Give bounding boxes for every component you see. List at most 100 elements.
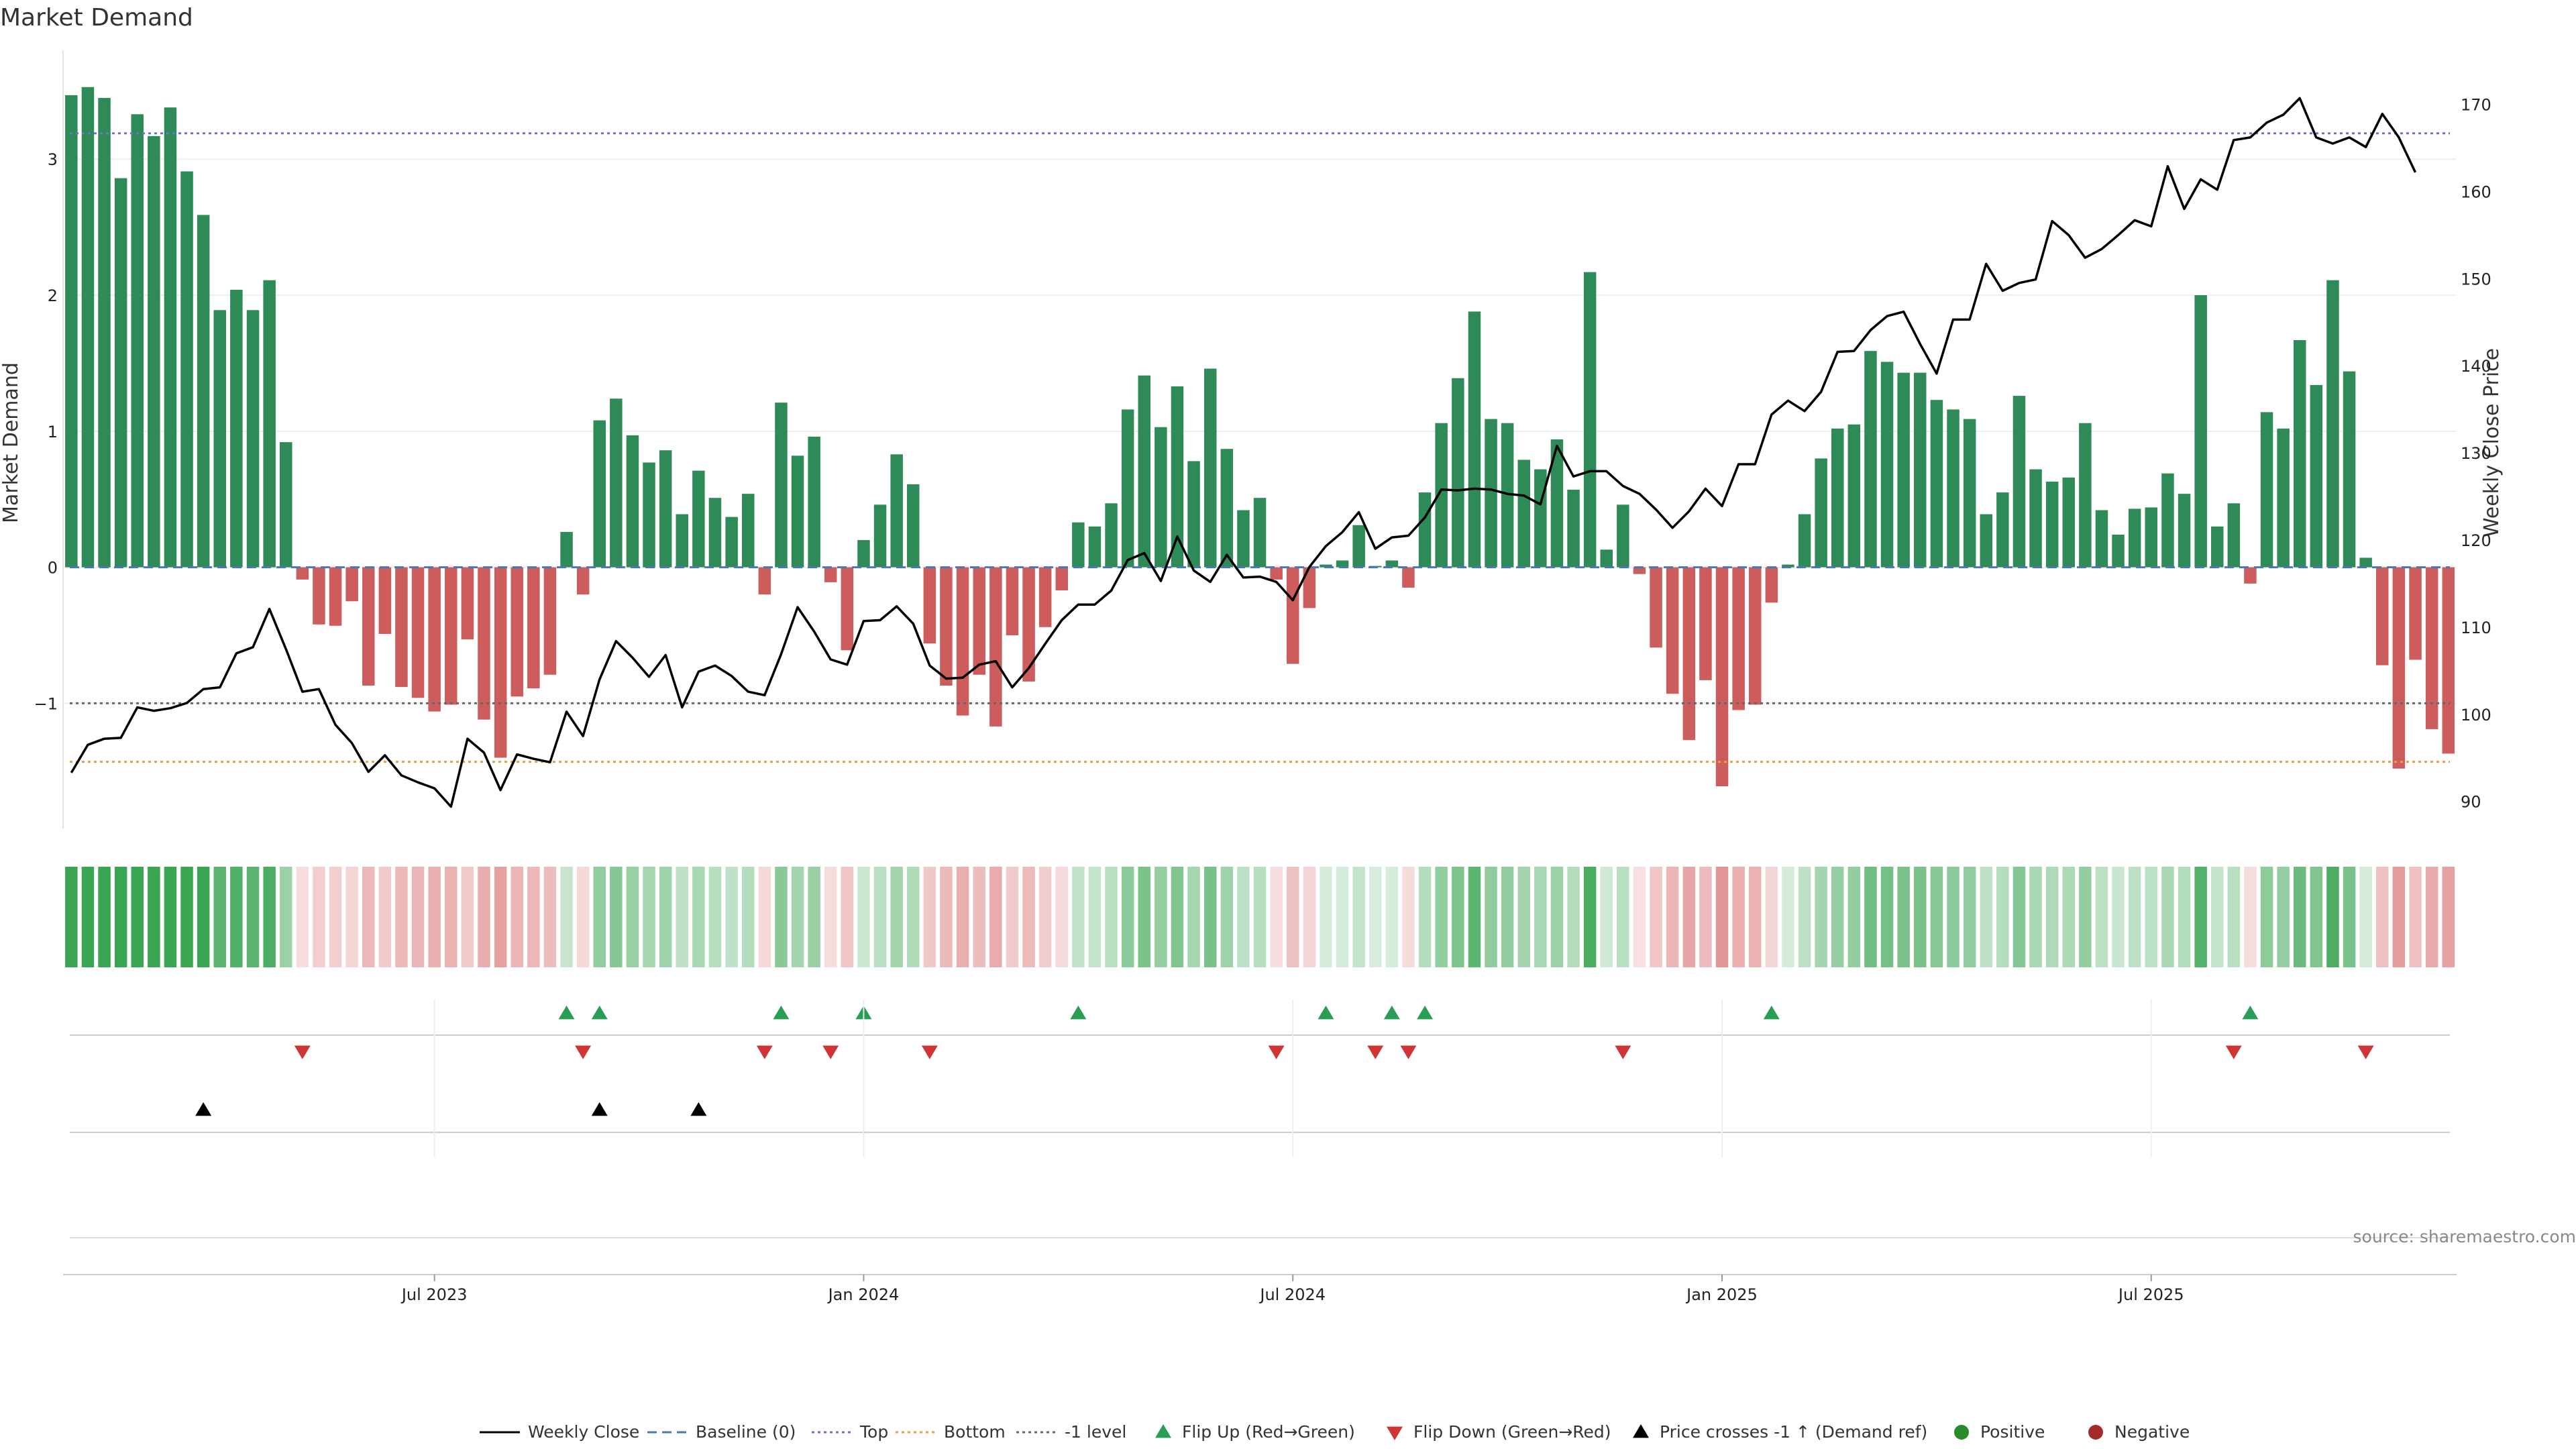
demand-bar [1749,567,1762,705]
demand-bar [1171,386,1184,568]
demand-bar [1220,449,1234,568]
heat-cell [824,867,837,967]
flip-down-marker [575,1045,592,1059]
demand-bar [956,567,969,716]
demand-bar [81,87,95,568]
demand-bar [1287,567,1299,664]
demand-bar [1088,526,1102,568]
demand-bar [873,504,887,568]
demand-bar [411,567,425,698]
demand-bar [478,567,490,720]
demand-bar [329,567,342,626]
heat-cell [1617,867,1629,967]
demand-bar [1253,498,1267,568]
heat-cell [841,867,854,967]
price-cross-marker [690,1102,707,1116]
y2-axis-title: Weekly Close Price [2480,348,2504,537]
demand-bar [1798,514,1811,568]
demand-bar [511,567,523,697]
heat-cell [197,867,210,967]
heat-cell [461,867,474,967]
demand-bar [659,450,672,568]
heat-cell [511,867,523,967]
demand-bar [313,567,325,625]
heat-cell [1352,867,1365,967]
legend-label: Weekly Close [528,1422,639,1442]
heat-cell [148,867,160,967]
legend-label: Positive [1980,1422,2045,1442]
heat-cell [2244,867,2257,967]
heat-cell [1121,867,1134,967]
x-tick-label: Jul 2025 [2117,1285,2184,1304]
heat-cell [1798,867,1811,967]
heat-cell [180,867,193,967]
heat-cell [1155,867,1167,967]
heat-cell [114,867,127,967]
demand-bar [1468,311,1481,568]
demand-bar [1617,504,1629,568]
y2-tick-label: 110 [2461,619,2491,637]
demand-bar [610,398,623,568]
x-tick-label: Jan 2024 [827,1285,900,1304]
heat-cell [1749,867,1762,967]
demand-bar [114,178,127,568]
heat-cell [1320,867,1332,967]
flip-up-marker [1318,1006,1334,1020]
heat-cell [791,867,804,967]
demand-bar [1418,492,1432,568]
demand-bar [857,540,870,568]
y-tick-label: 3 [48,150,58,169]
heat-cell [1105,867,1118,967]
demand-bar [2145,507,2157,568]
heat-cell [2062,867,2075,967]
flip-up-marker [1763,1006,1780,1020]
heat-cell [1914,867,1927,967]
demand-bar [1550,439,1564,568]
demand-bar [2310,384,2323,568]
demand-bar [1666,567,1679,694]
heat-cell [1880,867,1894,967]
heat-cell [1534,867,1547,967]
flip-up-marker [1417,1006,1434,1020]
demand-bar [2045,481,2059,568]
heat-cell [2178,867,2191,967]
weekly-close-line [70,97,2417,808]
heat-cell [610,867,623,967]
demand-bar [1682,567,1696,741]
demand-bar [1336,560,1349,568]
heat-cell [2326,867,2339,967]
heat-cell [643,867,655,967]
flip-down-marker [921,1045,938,1059]
flip-up-marker [1070,1006,1087,1020]
demand-bar [1452,378,1464,568]
demand-bar [1385,560,1399,568]
demand-bar [1650,567,1662,648]
demand-bar [131,114,144,568]
legend: Weekly Close Baseline (0) Top Bottom -1 leve… [480,1422,2190,1442]
demand-bar [65,95,78,568]
heat-cell [1088,867,1102,967]
demand-bar [1517,460,1530,568]
x-tick-label: Jan 2025 [1685,1285,1758,1304]
heat-cell [1897,867,1910,967]
heat-cell [1237,867,1250,967]
heat-cell [1385,867,1399,967]
heat-cell [1633,867,1646,967]
demand-bar [643,462,655,568]
flip-down-marker [294,1045,311,1059]
heat-cell [2442,867,2455,967]
demand-bar [213,310,226,568]
legend-label: -1 level [1065,1422,1126,1442]
demand-bar [2029,469,2042,568]
heat-cell [313,867,325,967]
demand-bar [2392,567,2406,769]
demand-bar [280,442,292,568]
heat-cell [1220,867,1234,967]
demand-bar [890,454,903,568]
heat-cell [1006,867,1019,967]
heat-cell [1947,867,1960,967]
y2-tick-label: 130 [2461,444,2491,463]
heat-cell [1204,867,1217,967]
demand-bar [1501,423,1514,568]
heat-cell [1287,867,1299,967]
